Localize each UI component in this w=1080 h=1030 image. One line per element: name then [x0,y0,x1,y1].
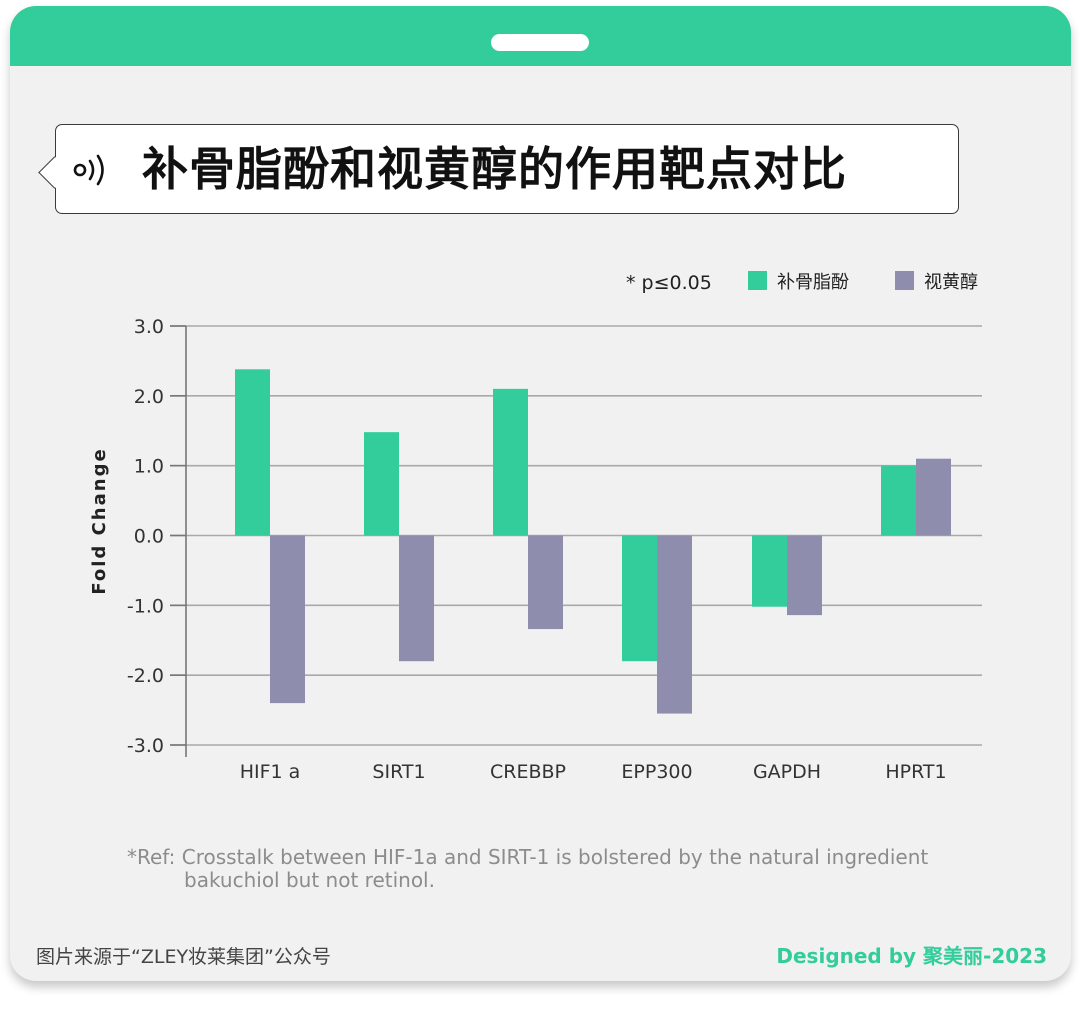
bar-series1 [881,465,916,536]
legend-swatch [748,271,767,290]
bar-series1 [235,369,270,536]
designer-credit: Designed by 聚美丽-2023 [776,944,1047,968]
legend-swatch [895,271,914,290]
card-header [10,6,1071,66]
speaker-wave-icon [73,154,104,186]
ref-line-2: bakuchiol but not retinol. [184,868,435,892]
y-tick-label: -3.0 [127,735,164,757]
bar-series2 [399,535,434,662]
reference-note: *Ref: Crosstalk between HIF-1a and SIRT-… [127,846,987,892]
legend-label: 补骨脂酚 [777,272,849,293]
y-tick-label: 1.0 [134,456,164,478]
x-tick-label: SIRT1 [372,761,425,783]
image-source: 图片来源于“ZLEY妆莱集团”公众号 [36,946,331,968]
significance-note: * p≤0.05 [626,272,712,294]
y-tick-label: 3.0 [134,316,164,338]
y-tick-label: 0.0 [134,526,164,548]
bar-series2 [528,535,563,630]
bar-series2 [916,458,951,536]
y-axis-label: Fold Change [89,447,110,594]
header-handle [491,34,589,51]
bar-series1 [364,432,399,536]
x-tick-label: HIF1 a [240,761,301,783]
bar-series2 [657,535,692,714]
legend-label: 视黄醇 [924,272,978,293]
y-tick-label: 2.0 [134,386,164,408]
bar-series1 [622,535,657,662]
bar-series1 [493,388,528,536]
bar-series2 [270,535,305,704]
ref-line-1: *Ref: Crosstalk between HIF-1a and SIRT-… [127,845,929,869]
y-tick-label: -2.0 [127,665,164,687]
title-box: 补骨脂酚和视黄醇的作用靶点对比 [38,124,959,214]
y-tick-label: -1.0 [127,595,164,617]
x-tick-label: EPP300 [621,761,692,783]
x-tick-label: GAPDH [753,761,821,783]
bar-series2 [787,535,822,616]
x-tick-label: HPRT1 [885,761,946,783]
bar-series1 [752,535,787,607]
x-tick-label: CREBBP [490,761,566,783]
chart-title: 补骨脂酚和视黄醇的作用靶点对比 [142,142,847,196]
